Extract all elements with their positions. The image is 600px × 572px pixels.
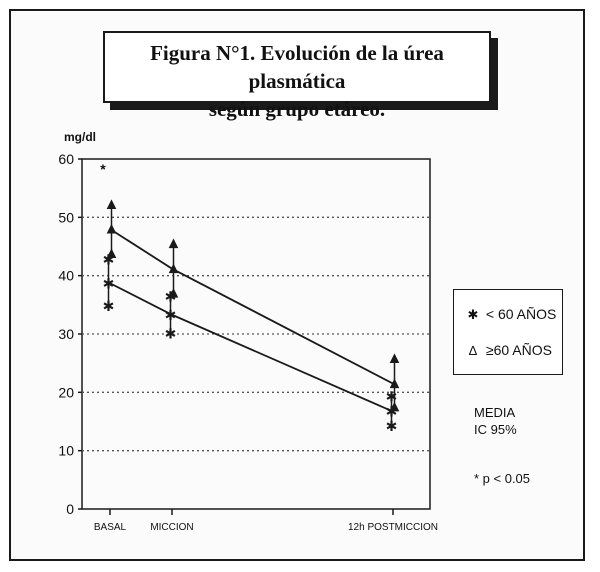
y-tick-label: 30 xyxy=(58,326,74,342)
triangle-marker-icon: Δ xyxy=(468,343,478,358)
title-line-2: según grupo etáreo. xyxy=(208,97,386,121)
series-line xyxy=(109,228,394,385)
y-tick-label: 60 xyxy=(58,151,74,167)
asterisk-marker-icon: ✱ xyxy=(467,307,479,322)
mean-marker xyxy=(168,263,179,274)
ci-low-marker: ✱ xyxy=(386,419,398,435)
note-ic: IC 95% xyxy=(474,422,517,437)
title-line-1: Figura N°1. Evolución de la úrea plasmát… xyxy=(150,41,444,93)
legend-item-over60: Δ ≥60 AÑOS xyxy=(464,342,552,358)
legend-label-over60: ≥60 AÑOS xyxy=(485,342,552,358)
ci-low-marker xyxy=(389,401,400,412)
mean-marker: ✱ xyxy=(103,276,115,292)
mean-marker: ✱ xyxy=(165,308,177,324)
legend: ✱ < 60 AÑOS Δ ≥60 AÑOS xyxy=(453,289,563,375)
significance-annotation: * xyxy=(100,161,106,177)
legend-label-under60: < 60 AÑOS xyxy=(485,306,557,322)
note-media: MEDIA xyxy=(474,405,516,420)
figure-title: Figura N°1. Evolución de la úrea plasmát… xyxy=(103,31,491,121)
ci-low-marker: ✱ xyxy=(165,326,177,342)
series-line xyxy=(109,282,394,413)
x-tick-label: MICCION xyxy=(150,522,193,533)
y-tick-label: 10 xyxy=(58,443,74,459)
y-tick-label: 0 xyxy=(66,501,74,517)
mean-marker xyxy=(389,378,400,389)
y-tick-label: 50 xyxy=(58,209,74,225)
y-tick-label: 20 xyxy=(58,384,74,400)
ci-low-marker xyxy=(168,288,179,298)
mean-marker xyxy=(106,223,117,234)
ci-low-marker xyxy=(106,248,117,258)
ci-high-marker xyxy=(168,238,179,249)
x-tick-label: BASAL xyxy=(94,522,127,533)
note-p-value: * p < 0.05 xyxy=(474,471,531,486)
mean-marker: ✱ xyxy=(386,405,398,421)
y-tick-label: 40 xyxy=(58,268,74,284)
legend-item-under60: ✱ < 60 AÑOS xyxy=(464,306,557,323)
y-axis-label: mg/dl xyxy=(64,130,96,144)
ci-high-marker: ✱ xyxy=(386,389,398,405)
ci-high-marker xyxy=(106,199,117,209)
ci-high-marker: ✱ xyxy=(103,252,115,268)
x-tick-label: 12h POSTMICCION xyxy=(348,522,438,533)
ci-low-marker: ✱ xyxy=(103,299,115,315)
ci-high-marker xyxy=(389,353,400,363)
